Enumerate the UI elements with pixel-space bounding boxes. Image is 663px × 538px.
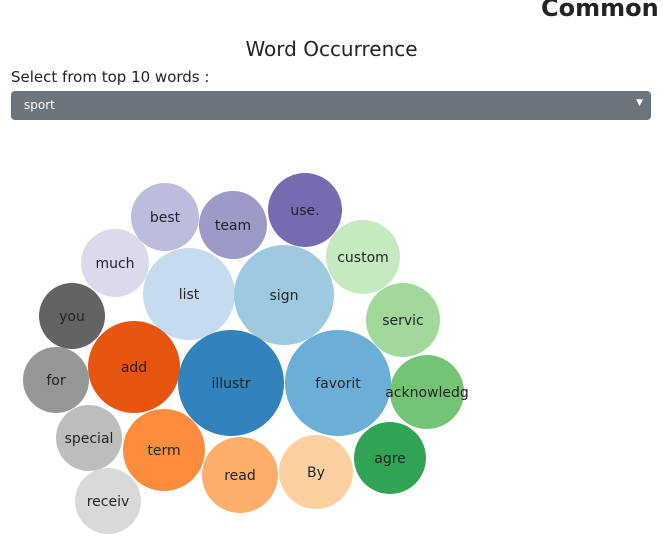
bubble-receiv[interactable]: receiv	[75, 468, 141, 534]
bubble-circle	[199, 191, 267, 259]
bubble-label: term	[147, 443, 180, 459]
bubble-circle	[88, 321, 180, 413]
bubble-team[interactable]: team	[199, 191, 267, 259]
bubble-label: much	[95, 256, 134, 272]
bubble-circle	[234, 245, 334, 345]
bubble-circle	[143, 248, 235, 340]
bubble-label: for	[46, 373, 65, 389]
word-select-label: Select from top 10 words :	[11, 68, 210, 86]
bubble-label: agre	[374, 451, 406, 467]
bubble-label: add	[121, 360, 147, 376]
bubble-custom[interactable]: custom	[326, 220, 400, 294]
bubble-circle	[366, 283, 440, 357]
bubble-label: read	[224, 468, 256, 484]
bubble-agre[interactable]: agre	[354, 422, 426, 494]
bubble-much[interactable]: much	[81, 229, 149, 297]
bubble-label: acknowledg	[385, 385, 469, 401]
bubble-label: team	[215, 218, 251, 234]
bubble-label: list	[179, 287, 200, 303]
chevron-down-icon: ▼	[636, 98, 643, 108]
bubble-label: custom	[337, 250, 389, 266]
bubble-circle	[354, 422, 426, 494]
bubble-circle	[39, 283, 105, 349]
bubble-for[interactable]: for	[23, 347, 89, 413]
page-heading: Common W	[541, 0, 663, 22]
bubble-label: illustr	[211, 376, 250, 392]
bubble-label: receiv	[87, 494, 130, 510]
bubble-circle	[81, 229, 149, 297]
bubble-circle	[178, 330, 284, 436]
bubble-best[interactable]: best	[131, 183, 199, 251]
bubble-label: By	[307, 465, 325, 481]
bubble-label: you	[59, 309, 85, 325]
bubble-term[interactable]: term	[123, 409, 205, 491]
bubble-circle	[75, 468, 141, 534]
word-select-value: sport	[24, 98, 55, 112]
bubble-label: sign	[270, 288, 299, 304]
bubble-circle	[285, 330, 391, 436]
bubble-servic[interactable]: servic	[366, 283, 440, 357]
bubble-special[interactable]: special	[56, 405, 122, 471]
bubble-circle	[56, 405, 122, 471]
bubble-by[interactable]: By	[279, 435, 353, 509]
bubble-you[interactable]: you	[39, 283, 105, 349]
bubble-circle	[279, 435, 353, 509]
bubble-label: best	[150, 210, 181, 226]
bubble-read[interactable]: read	[202, 437, 278, 513]
bubble-circle	[202, 437, 278, 513]
word-select-dropdown[interactable]: sport ▼	[11, 91, 651, 120]
bubble-illustr[interactable]: illustr	[178, 330, 284, 436]
bubble-circle	[131, 183, 199, 251]
bubble-label: special	[65, 431, 114, 447]
bubble-circle	[268, 173, 342, 247]
bubble-circle	[23, 347, 89, 413]
bubble-acknowledg[interactable]: acknowledg	[385, 355, 469, 429]
bubble-use[interactable]: use.	[268, 173, 342, 247]
bubble-label: servic	[382, 313, 424, 329]
bubble-label: use.	[290, 203, 319, 219]
bubble-circle	[326, 220, 400, 294]
bubble-label: favorit	[315, 376, 361, 392]
bubble-add[interactable]: add	[88, 321, 180, 413]
bubble-sign[interactable]: sign	[234, 245, 334, 345]
bubble-favorit[interactable]: favorit	[285, 330, 391, 436]
bubble-circle	[123, 409, 205, 491]
chart-title: Word Occurrence	[245, 37, 418, 61]
bubble-circle	[390, 355, 464, 429]
bubble-list[interactable]: list	[143, 248, 235, 340]
